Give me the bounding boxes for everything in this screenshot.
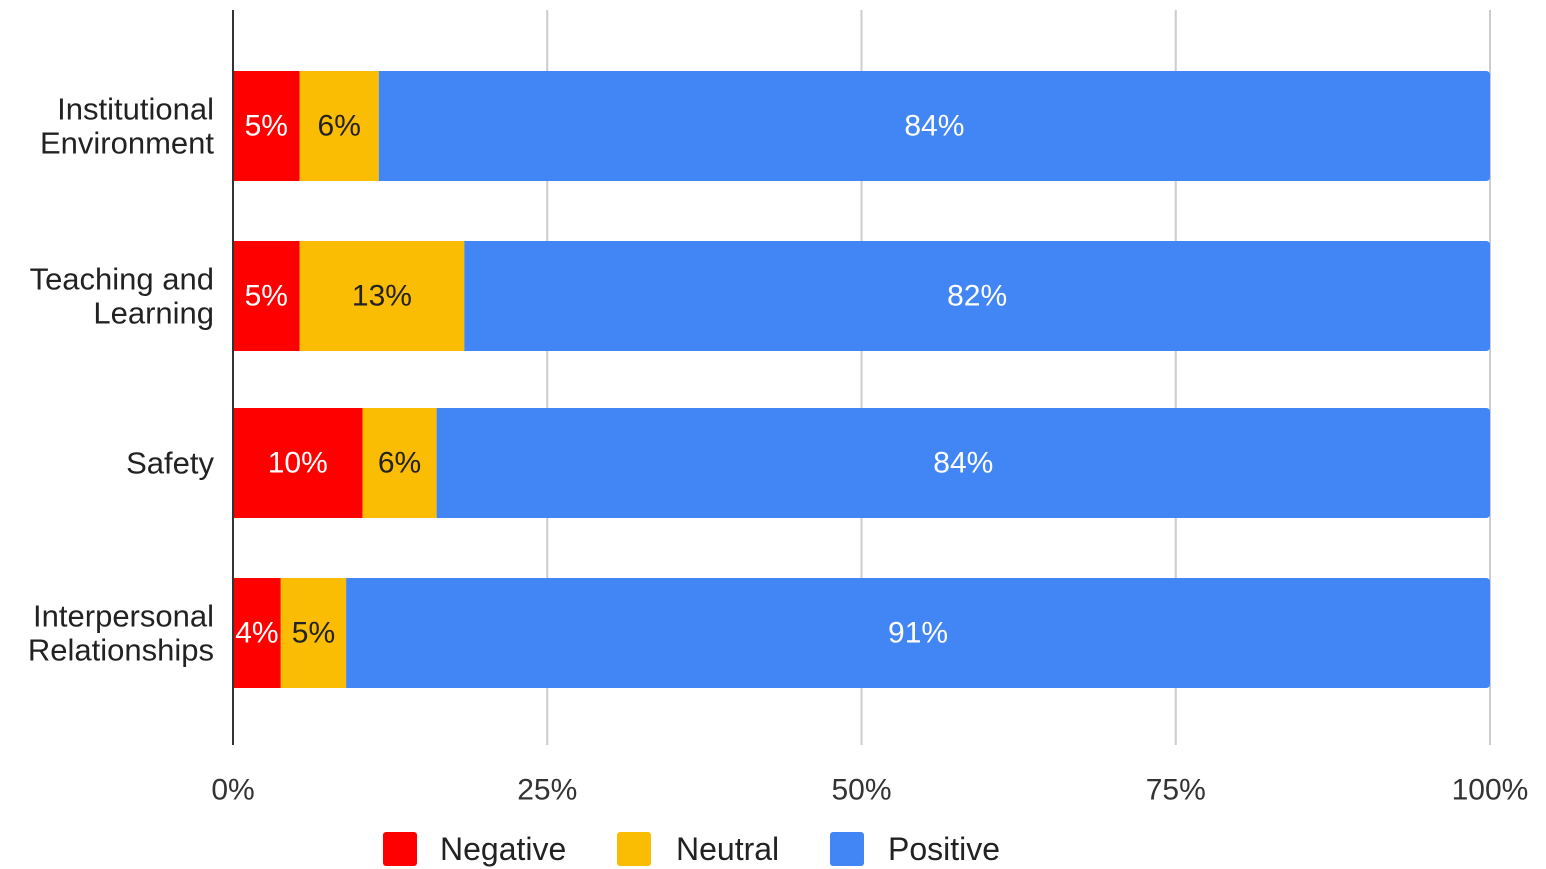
legend-swatch-positive (830, 832, 864, 866)
data-label: 4% (235, 617, 278, 650)
legend-label-positive: Positive (888, 831, 1000, 867)
data-label: 91% (888, 617, 948, 650)
labels: 0% 25% 50% 75% 100% 5% 6% 84% InstitutionalEnvir… (28, 92, 1528, 807)
legend-label-negative: Negative (440, 831, 566, 867)
data-label: 10% (268, 447, 328, 480)
category-label: Environment (40, 126, 214, 161)
data-label: 5% (292, 617, 335, 650)
bar-segment-neutral (362, 408, 437, 518)
bar-segment-neutral (280, 578, 347, 688)
category-label: Institutional (57, 92, 214, 127)
bar-segment-positive (464, 241, 1491, 351)
bar-segment-negative (233, 408, 363, 518)
legend-swatch-negative (383, 832, 417, 866)
category-label: Relationships (28, 633, 214, 668)
bar-segment-neutral (299, 241, 465, 351)
data-label: 5% (245, 280, 288, 313)
legend-label-neutral: Neutral (676, 831, 779, 867)
category-label: Teaching and (30, 262, 214, 297)
data-label: 6% (378, 447, 421, 480)
data-label: 84% (904, 110, 964, 143)
category-label: Learning (93, 296, 214, 331)
category-label: Safety (126, 446, 214, 481)
bar-segment-negative (233, 578, 281, 688)
data-label: 13% (352, 280, 412, 313)
legend: Negative Neutral Positive (383, 831, 1000, 867)
x-tick-label: 0% (211, 774, 254, 807)
legend-swatch-neutral (617, 832, 651, 866)
bar-segment-positive (346, 578, 1490, 688)
data-label: 6% (318, 110, 361, 143)
bar-segment-negative (233, 241, 300, 351)
data-label: 82% (947, 280, 1007, 313)
x-tick-label: 100% (1452, 774, 1529, 807)
bar-segment-negative (233, 71, 300, 181)
category-label: Interpersonal (33, 599, 214, 634)
x-tick-label: 50% (831, 774, 891, 807)
data-label: 5% (245, 110, 288, 143)
bar-segment-positive (436, 408, 1490, 518)
bar-segment-positive (378, 71, 1490, 181)
x-tick-label: 25% (517, 774, 577, 807)
bar-segment-neutral (299, 71, 379, 181)
x-tick-label: 75% (1146, 774, 1206, 807)
data-label: 84% (933, 447, 993, 480)
bars (233, 71, 1491, 688)
